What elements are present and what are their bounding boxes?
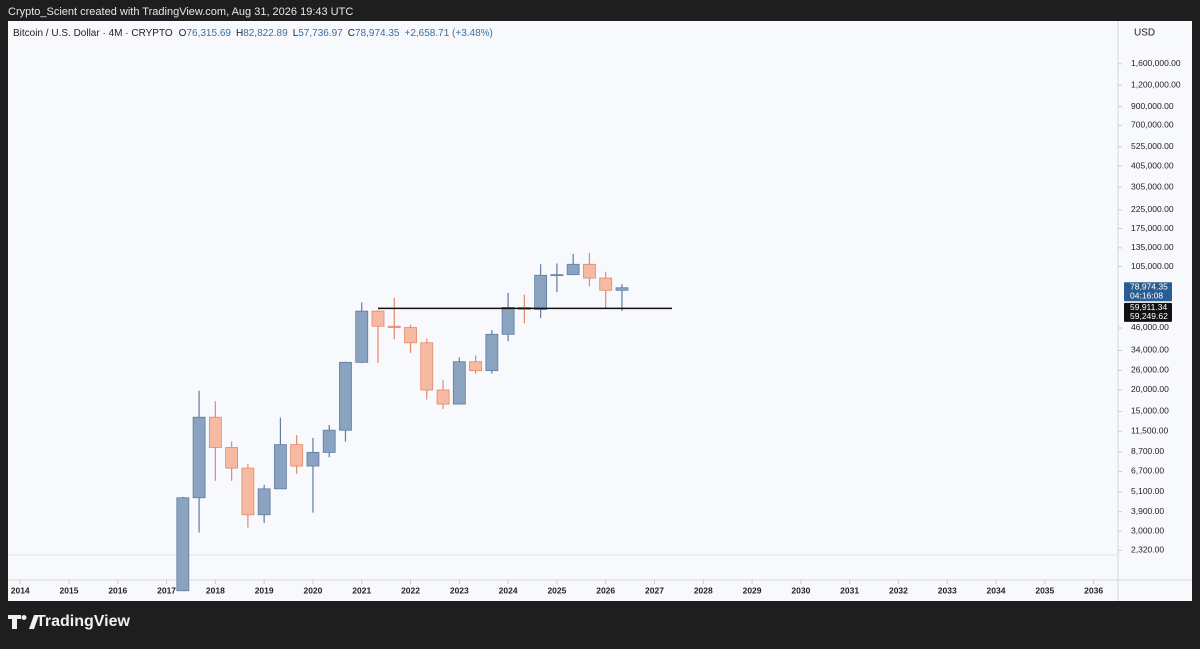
candle-body [501,307,515,335]
y-tick-label: 8,700.00 [1131,446,1164,456]
y-tick-label: 46,000.00 [1131,322,1169,332]
candle-body [208,416,222,448]
candle-body [371,310,385,327]
y-tick-label: 34,000.00 [1131,345,1169,355]
candle-body [225,447,239,469]
y-tick-label: 2,320.00 [1131,545,1164,555]
x-tick-label: 2020 [303,585,322,595]
ohlc-value: 78,974.35 [355,28,400,39]
candle-body [452,361,466,405]
y-tick-label: 3,900.00 [1131,506,1164,516]
candle-body [176,497,190,592]
candle-body [534,274,548,310]
y-tick-label: 15,000.00 [1131,406,1169,416]
candle-body [290,444,304,467]
chart-panel [8,21,1192,601]
y-tick-label: 11,500.00 [1131,425,1168,435]
x-tick-label: 2025 [547,585,566,595]
x-tick-label: 2021 [352,585,371,595]
price-label-sub: 04:16:08 [1130,291,1163,301]
candle-body [274,444,287,490]
x-tick-label: 2033 [938,585,957,595]
currency: USD [1134,28,1155,39]
logo: TradingView [8,613,131,630]
x-tick-label: 2023 [450,585,469,595]
y-tick-label: 175,000.00 [1131,223,1174,233]
price-label-box [1124,282,1172,302]
x-tick-label: 2015 [60,585,79,595]
candle-body [404,327,417,344]
candle-body [566,263,580,276]
y-tick-label: 20,000.00 [1131,384,1169,394]
price-label: 78,974.35 [1130,282,1168,292]
price-label-sub: 59,249.62 [1130,311,1168,321]
x-tick-label: 2028 [694,585,713,595]
y-tick-label: 900,000.00 [1131,101,1174,111]
candle-body [436,389,450,405]
ohlc-value: 76,315.69 [186,28,231,39]
x-tick-label: 2014 [11,585,30,595]
y-tick-label: 3,000.00 [1131,525,1164,535]
symbol: Bitcoin / U.S. Dollar · 4M · CRYPTO [13,28,173,39]
y-tick-label: 105,000.00 [1131,261,1174,271]
y-tick-label: 1,600,000.00 [1131,58,1181,68]
y-tick-label: 5,100.00 [1131,486,1164,496]
candle-body [615,287,629,291]
x-tick-label: 2034 [987,585,1006,595]
symbol-header: Bitcoin / U.S. Dollar · 4M · CRYPTO O76,3… [13,28,493,39]
candle-body [485,333,499,372]
price-label-box [1124,302,1172,322]
brand: TradingView [36,613,131,630]
x-tick-label: 2032 [889,585,908,595]
x-tick-label: 2031 [840,585,859,595]
ohlc-key: L [293,28,299,39]
y-tick-label: 405,000.00 [1131,160,1174,170]
y-tick-label: 225,000.00 [1131,204,1174,214]
price-label: 59,911.34 [1130,302,1167,312]
x-tick-label: 2029 [743,585,762,595]
ohlc-key: C [348,28,355,39]
candle-body [257,488,271,516]
x-tick-label: 2024 [499,585,518,595]
ohlc-key: H [236,28,243,39]
y-tick-label: 26,000.00 [1131,365,1169,375]
y-tick-label: 1,200,000.00 [1131,79,1181,89]
x-tick-label: 2018 [206,585,225,595]
ohlc-value: 82,822.89 [243,28,288,39]
x-tick-label: 2017 [157,585,176,595]
x-tick-label: 2026 [596,585,615,595]
y-tick-label: 700,000.00 [1131,120,1174,130]
x-tick-label: 2036 [1084,585,1103,595]
candle-body [241,467,255,516]
ohlc-key: O [179,28,187,39]
y-tick-label: 305,000.00 [1131,181,1174,191]
x-tick-label: 2035 [1035,585,1054,595]
ohlc-value: 57,736.97 [298,28,343,39]
y-tick-label: 135,000.00 [1131,242,1174,252]
candle-body [192,416,206,499]
candle-body [550,274,564,277]
y-tick-label: 525,000.00 [1131,141,1174,151]
change: +2,658.71 (+3.48%) [404,28,492,39]
x-tick-label: 2022 [401,585,420,595]
x-tick-label: 2016 [108,585,127,595]
x-tick-label: 2027 [645,585,664,595]
x-tick-label: 2030 [791,585,810,595]
candle-body [339,361,352,431]
candle-body [469,361,482,372]
candle-body [420,342,434,391]
candle-body [355,310,369,363]
candle-body [306,451,320,467]
candle-body [387,325,401,328]
x-tick-label: 2019 [255,585,274,595]
candle-body [322,429,336,453]
candle-body [599,277,613,291]
candle-body [583,263,596,279]
top-bar: Crypto_Scient created with TradingView.c… [8,6,353,18]
y-tick-label: 6,700.00 [1131,466,1164,476]
